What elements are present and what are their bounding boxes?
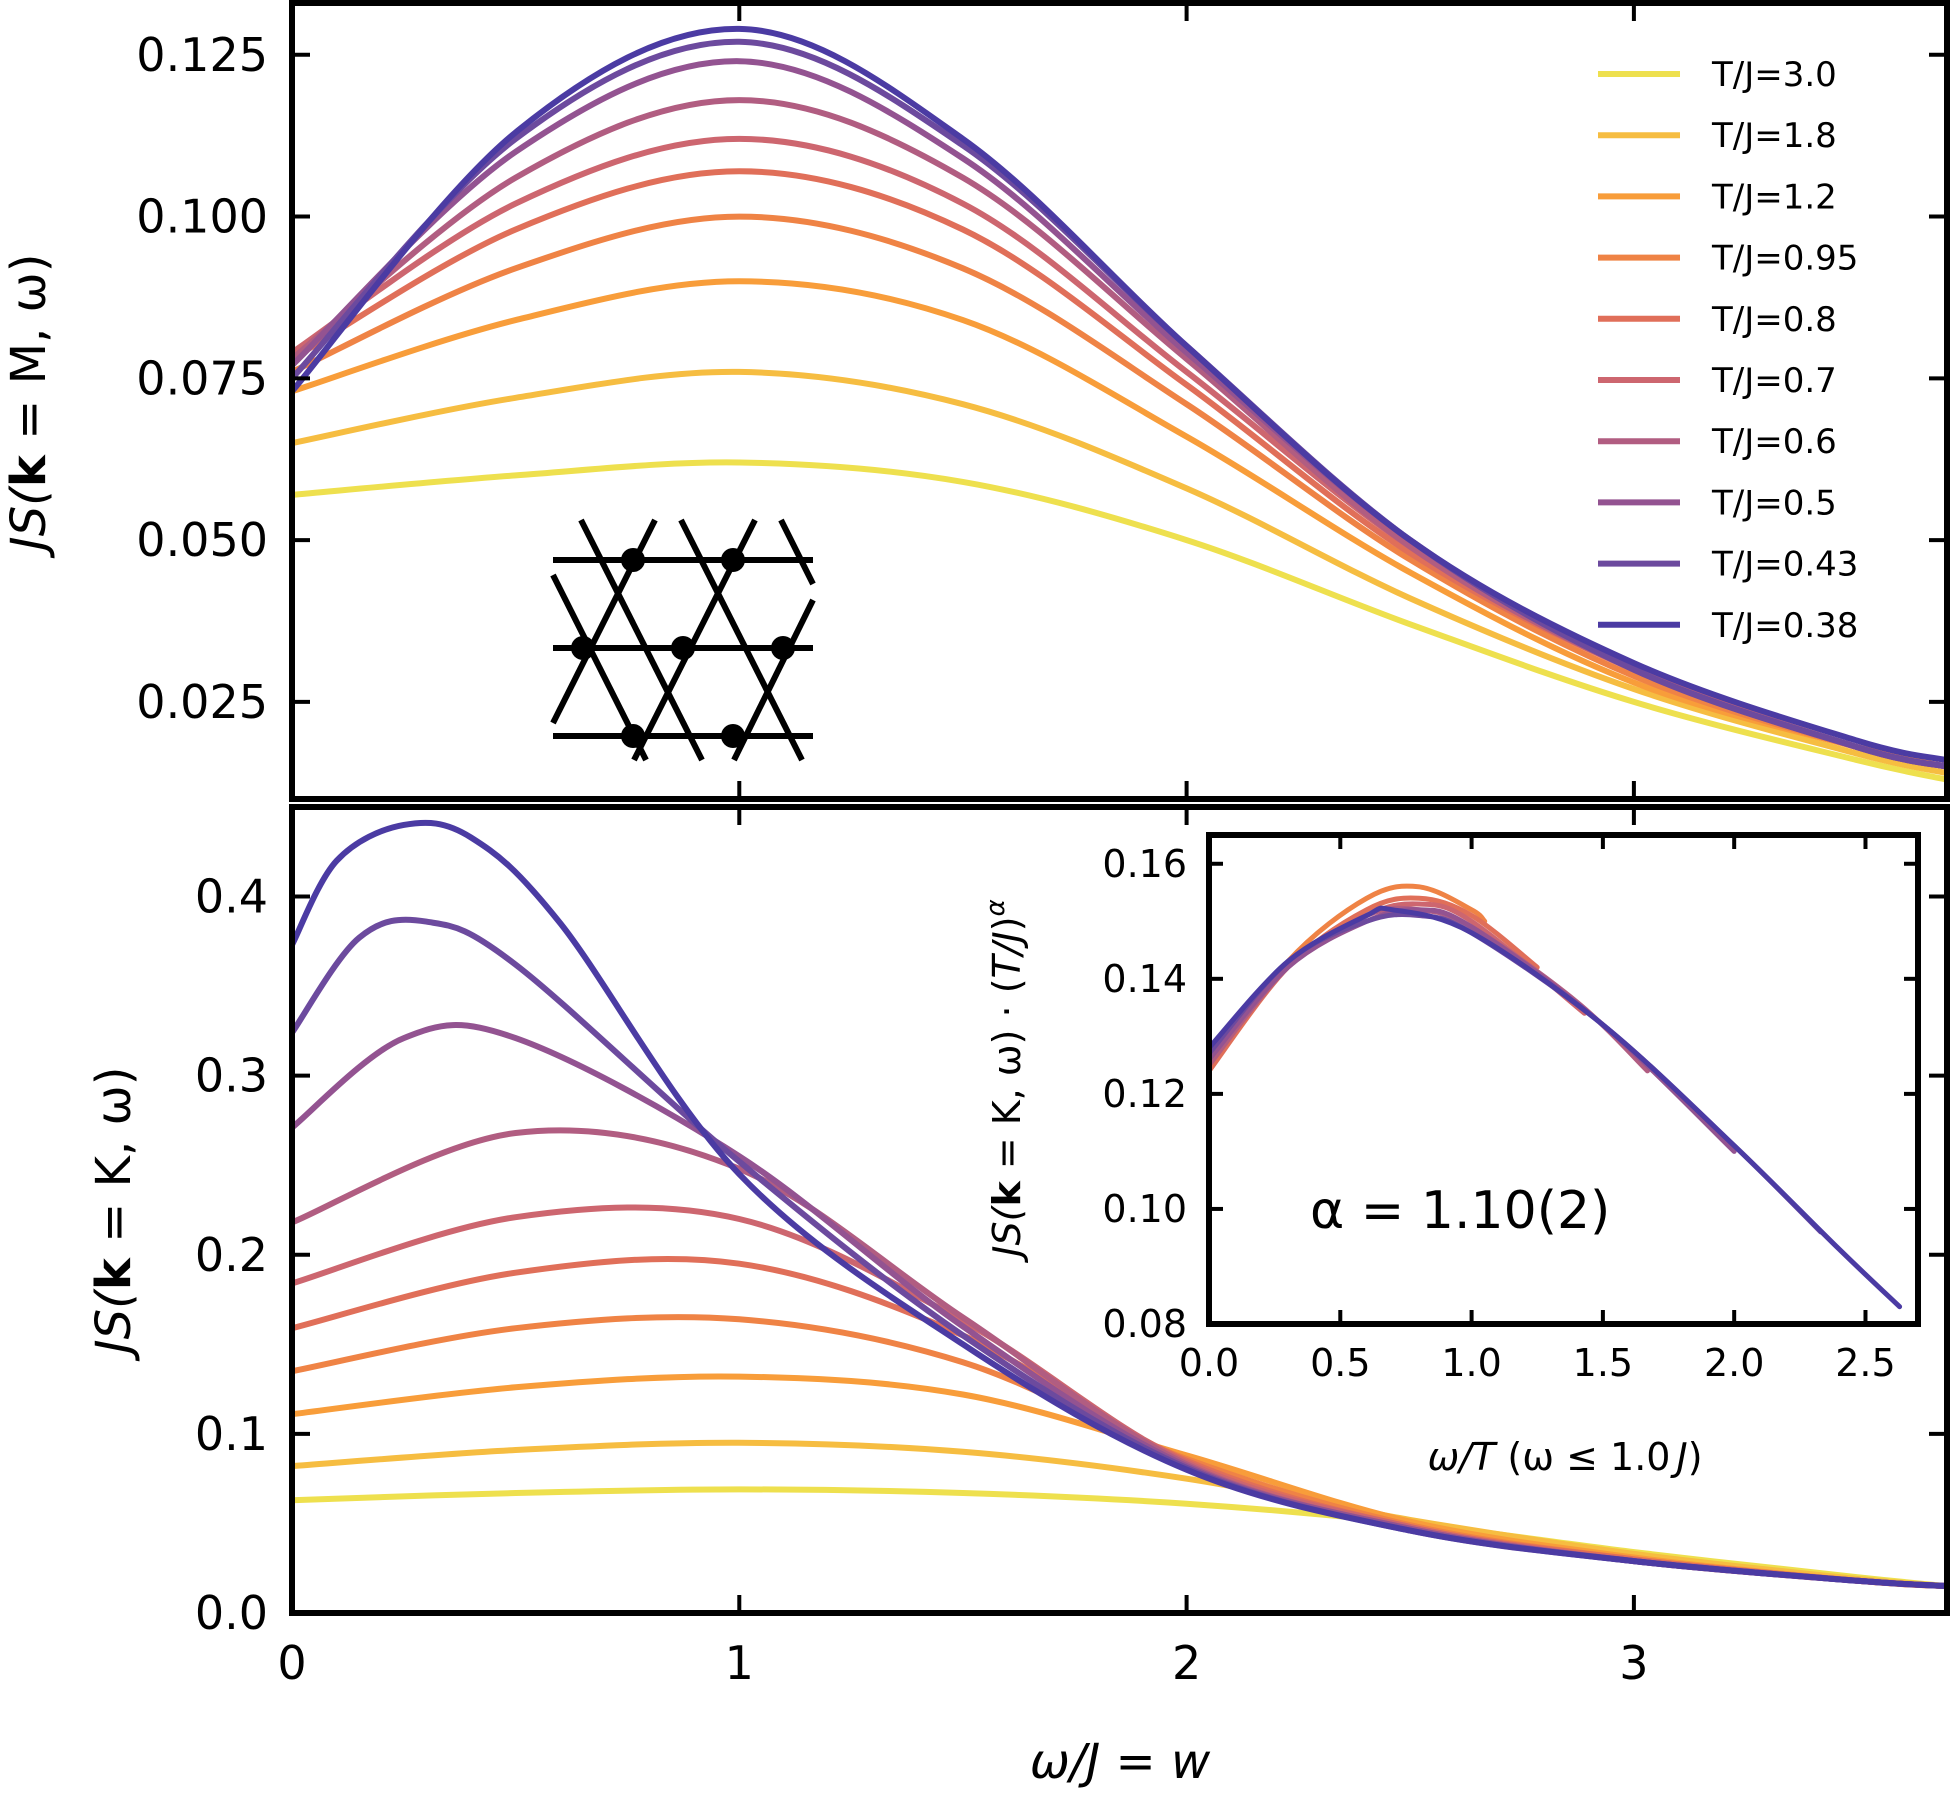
top-series-line-TJ0_38 xyxy=(289,25,1950,764)
inset-series-group xyxy=(1206,883,1903,1310)
top-series-line-TJ1_8 xyxy=(289,368,1950,777)
inset-ytick-label: 0.14 xyxy=(1102,957,1187,1001)
top-ytick-label: 0.050 xyxy=(136,513,268,567)
legend-entry: T/J=0.6 xyxy=(1598,422,1837,462)
bottom-series-group xyxy=(289,819,1950,1590)
bottom-series-line-TJ0_38 xyxy=(289,819,1950,1590)
bottom-xtick-label: 0 xyxy=(277,1636,306,1690)
top-ticks-group: 0.025 0.050 0.075 0.100 0.125 xyxy=(136,3,1947,799)
inset-x-axis-label: ω/T (ω ≤ 1.0 J) xyxy=(1427,1435,1702,1479)
top-y-axis-label: JS(k = M, ω) xyxy=(1,254,57,559)
legend-label: T/J=1.8 xyxy=(1711,116,1837,156)
top-series-line-TJ0_95 xyxy=(289,213,1950,770)
inset-ticks-group: 0.08 0.10 0.12 0.14 0.16 0.0 0.5 1.0 1.5 2.0 2.5 xyxy=(1102,835,1918,1385)
legend-entry: T/J=0.5 xyxy=(1598,483,1837,523)
bottom-xtick-label: 3 xyxy=(1619,1636,1648,1690)
top-plot-frame xyxy=(289,0,1950,802)
legend-entry: T/J=3.0 xyxy=(1598,55,1837,95)
legend-entry: T/J=0.8 xyxy=(1598,300,1837,340)
inset-xtick-label: 2.0 xyxy=(1704,1341,1764,1385)
bottom-ticks-group: 0.0 0.1 0.2 0.3 0.4 0 1 2 3 xyxy=(195,807,1947,1690)
bottom-xtick-label: 2 xyxy=(1172,1636,1201,1690)
legend-label: T/J=0.6 xyxy=(1711,422,1837,462)
top-ytick-label: 0.025 xyxy=(136,675,268,729)
legend-entry: T/J=0.43 xyxy=(1598,545,1858,585)
bottom-series-line-TJ3_0 xyxy=(289,1486,1950,1590)
legend-label: T/J=0.95 xyxy=(1711,239,1858,279)
bottom-ytick-label: 0.1 xyxy=(195,1407,268,1461)
bottom-xtick-label: 1 xyxy=(725,1636,754,1690)
top-ytick-label: 0.075 xyxy=(136,351,268,405)
inset-ytick-label: 0.10 xyxy=(1102,1187,1187,1231)
legend-entry: T/J=1.8 xyxy=(1598,116,1837,156)
inset-ytick-label: 0.16 xyxy=(1102,842,1187,886)
legend-label: T/J=0.43 xyxy=(1711,545,1858,585)
inset-xtick-label: 2.5 xyxy=(1835,1341,1895,1385)
legend-label: T/J=3.0 xyxy=(1711,55,1837,95)
bottom-ytick-label: 0.4 xyxy=(195,870,268,924)
inset-plot-frame xyxy=(1206,832,1921,1327)
top-legend: T/J=3.0 T/J=1.8 T/J=1.2 T/J=0.95 T/J=0.8 T/J=… xyxy=(1598,55,1858,646)
inset-xtick-label: 1.5 xyxy=(1573,1341,1633,1385)
triangular-lattice-icon xyxy=(550,518,816,762)
bottom-plot-frame xyxy=(289,804,1950,1616)
inset-xtick-label: 1.0 xyxy=(1441,1341,1501,1385)
legend-entry: T/J=1.2 xyxy=(1598,177,1837,217)
legend-entry: T/J=0.7 xyxy=(1598,361,1837,401)
legend-label: T/J=0.8 xyxy=(1711,300,1837,340)
bottom-series-line-TJ1_2 xyxy=(289,1373,1950,1590)
legend-entry: T/J=0.38 xyxy=(1598,606,1858,646)
bottom-panel: 0.0 0.1 0.2 0.3 0.4 0 1 2 3 JS(k = K, ω) ω/J = w xyxy=(86,804,1950,1790)
top-panel: 0.025 0.050 0.075 0.100 0.125 xyxy=(1,0,1950,802)
inset-xtick-label: 0.5 xyxy=(1310,1341,1370,1385)
top-series-group xyxy=(289,25,1950,783)
legend-label: T/J=0.5 xyxy=(1711,483,1837,523)
inset-background xyxy=(1207,833,1920,1326)
bottom-ytick-label: 0.3 xyxy=(195,1049,268,1103)
inset-ytick-label: 0.12 xyxy=(1102,1072,1187,1116)
legend-entry: T/J=0.95 xyxy=(1598,239,1858,279)
top-series-line-TJ0_6 xyxy=(289,97,1950,770)
top-ytick-label: 0.100 xyxy=(136,190,268,244)
top-ytick-label: 0.125 xyxy=(136,28,268,82)
bottom-ytick-label: 0.0 xyxy=(195,1586,268,1640)
top-series-line-TJ0_43 xyxy=(289,38,1950,770)
top-series-line-TJ3_0 xyxy=(289,459,1950,783)
bottom-x-axis-label: ω/J = w xyxy=(1030,1734,1211,1790)
inset-y-axis-label: JS(k = K, ω) · (T/J)α xyxy=(981,899,1029,1263)
top-series-line-TJ0_7 xyxy=(289,135,1950,770)
bottom-ytick-label: 0.2 xyxy=(195,1228,268,1282)
bottom-series-line-TJ1_8 xyxy=(289,1439,1950,1590)
inset-ytick-label: 0.08 xyxy=(1102,1302,1187,1346)
top-series-line-TJ1_2 xyxy=(289,278,1950,770)
legend-label: T/J=0.38 xyxy=(1711,606,1858,646)
bottom-y-axis-label: JS(k = K, ω) xyxy=(86,1067,142,1362)
inset-annotation: α = 1.10(2) xyxy=(1310,1181,1610,1241)
inset-panel: 0.08 0.10 0.12 0.14 0.16 0.0 0.5 1.0 1.5 2.0 2.5 α… xyxy=(981,832,1921,1479)
inset-series-line-TJ0_38 xyxy=(1206,905,1903,1310)
legend-label: T/J=1.2 xyxy=(1711,177,1837,217)
inset-xtick-label: 0.0 xyxy=(1179,1341,1239,1385)
legend-label: T/J=0.7 xyxy=(1711,361,1837,401)
